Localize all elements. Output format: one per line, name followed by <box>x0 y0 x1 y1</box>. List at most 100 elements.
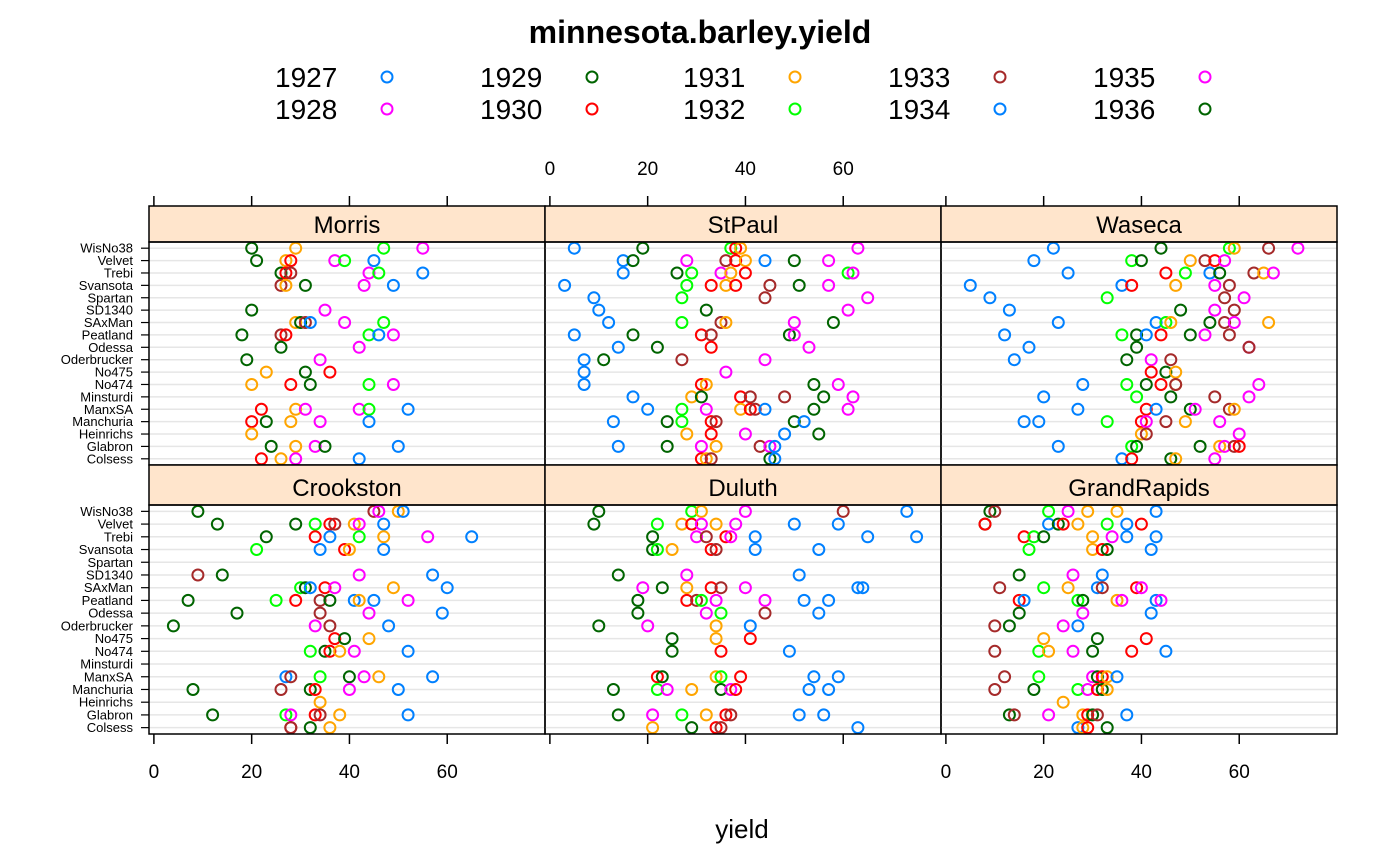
point-duluth-colsess-1933 <box>714 721 728 735</box>
point-stpaul-minsturdi-1933 <box>743 390 757 404</box>
category-label-manchuria: Manchuria <box>72 414 133 429</box>
point-grandrapids-manxsa-1932 <box>1032 670 1046 684</box>
top-tick-label: 40 <box>735 159 756 180</box>
point-morris-glabron-1929 <box>318 439 332 453</box>
point-grandrapids-no474-1930 <box>1125 644 1139 658</box>
point-morris-velvet-1928 <box>328 254 342 268</box>
point-duluth-glabron-1927 <box>792 708 806 722</box>
point-duluth-velvet-1928 <box>694 517 708 531</box>
point-crookston-saxman-1931 <box>386 581 400 595</box>
point-duluth-saxman-1929 <box>655 581 669 595</box>
point-crookston-oderbrucker-1929 <box>166 619 180 633</box>
point-crookston-glabron-1928 <box>284 708 298 722</box>
point-stpaul-no474-1930 <box>694 378 708 391</box>
point-duluth-velvet-1931 <box>675 517 689 531</box>
category-label-minsturdi: Minsturdi <box>80 657 133 672</box>
top-tick-label: 60 <box>833 159 854 180</box>
point-stpaul-manchuria-1929 <box>787 415 801 429</box>
point-grandrapids-peatland-1927 <box>1017 593 1031 607</box>
point-waseca-manxsa-1929 <box>1183 402 1197 416</box>
point-stpaul-manxsa-1932 <box>675 402 689 416</box>
point-duluth-wisno38-1931 <box>694 504 708 518</box>
point-grandrapids-peatland-1931 <box>1110 593 1124 607</box>
point-stpaul-svansota-1930 <box>729 278 743 292</box>
bottom-tick-label: 20 <box>1033 762 1054 783</box>
point-waseca-manxsa-1930 <box>1139 402 1153 416</box>
point-morris-no475-1929 <box>298 365 312 379</box>
point-crookston-manxsa-1932 <box>313 670 327 684</box>
category-label-no475: No475 <box>95 365 133 380</box>
point-crookston-no474-1931 <box>333 644 347 658</box>
legend-marker-1936 <box>1198 102 1212 116</box>
point-duluth-manxsa-1929 <box>655 670 669 684</box>
point-morris-svansota-1929 <box>298 278 312 292</box>
point-stpaul-minsturdi-1929 <box>817 390 831 404</box>
point-stpaul-glabron-1931 <box>709 439 723 453</box>
point-duluth-no474-1927 <box>782 644 796 658</box>
point-morris-trebi-1930 <box>279 266 293 280</box>
category-label-heinrichs: Heinrichs <box>79 695 134 710</box>
point-duluth-trebi-1933 <box>699 530 713 544</box>
point-duluth-svansota-1931 <box>665 543 679 556</box>
point-duluth-manchuria-1929 <box>714 683 728 696</box>
point-duluth-colsess-1929 <box>685 721 699 735</box>
point-duluth-colsess-1930 <box>709 721 723 735</box>
point-duluth-odessa-1928 <box>699 606 713 620</box>
point-morris-trebi-1932 <box>372 266 386 280</box>
point-waseca-velvet-1927 <box>1027 254 1041 268</box>
point-grandrapids-saxman-1928 <box>1134 581 1148 595</box>
point-grandrapids-trebi-1929 <box>1037 530 1051 544</box>
panel-duluth: Duluth <box>544 464 942 735</box>
point-crookston-oderbrucker-1933 <box>323 619 337 633</box>
point-waseca-svansota-1931 <box>1169 278 1183 292</box>
point-grandrapids-no474-1927 <box>1159 644 1173 658</box>
point-crookston-no475-1929 <box>338 632 352 646</box>
axes: WisNo38VelvetTrebiSvansotaSpartanSD1340S… <box>61 159 1250 783</box>
point-crookston-colsess-1931 <box>323 721 337 735</box>
point-duluth-peatland-1932 <box>694 593 708 607</box>
point-waseca-minsturdi-1927 <box>1037 390 1051 404</box>
point-waseca-oderbrucker-1933 <box>1164 353 1178 367</box>
point-duluth-svansota-1933 <box>709 543 723 556</box>
point-grandrapids-glabron-1929 <box>1086 708 1100 722</box>
panel-crookston: Crookston <box>148 464 546 735</box>
point-crookston-sd1340-1933 <box>191 568 205 582</box>
point-crookston-glabron-1932 <box>279 708 293 722</box>
point-duluth-peatland-1927 <box>797 593 811 607</box>
point-grandrapids-odessa-1929 <box>1012 606 1026 620</box>
point-grandrapids-svansota-1931 <box>1086 543 1100 556</box>
point-waseca-velvet-1928 <box>1218 254 1232 268</box>
point-morris-glabron-1927 <box>391 439 405 453</box>
point-grandrapids-glabron-1933 <box>1090 708 1104 722</box>
point-stpaul-odessa-1930 <box>704 340 718 354</box>
point-waseca-trebi-1931 <box>1257 266 1271 280</box>
point-crookston-velvet-1929 <box>210 517 224 531</box>
point-stpaul-trebi-1929 <box>670 266 684 280</box>
point-crookston-glabron-1927 <box>401 708 415 722</box>
point-stpaul-no474-1928 <box>831 378 845 391</box>
point-stpaul-odessa-1929 <box>650 340 664 354</box>
point-morris-manchuria-1928 <box>313 415 327 429</box>
category-label-svansota: Svansota <box>79 542 134 557</box>
point-grandrapids-peatland-1928 <box>1154 593 1168 607</box>
panel-waseca: Waseca <box>940 205 1338 466</box>
point-morris-trebi-1927 <box>416 266 430 280</box>
legend-label-1935: 1935 <box>1093 62 1155 93</box>
point-crookston-saxman-1932 <box>294 581 308 595</box>
point-morris-trebi-1929 <box>274 266 288 280</box>
legend-label-1929: 1929 <box>480 62 542 93</box>
point-waseca-trebi-1927 <box>1203 266 1217 280</box>
bottom-tick-label: 0 <box>941 762 952 783</box>
point-crookston-trebi-1929 <box>259 530 273 544</box>
point-grandrapids-colsess-1930 <box>1081 721 1095 735</box>
point-grandrapids-velvet-1930 <box>978 517 992 531</box>
point-stpaul-svansota-1931 <box>719 278 733 292</box>
point-grandrapids-glabron-1930 <box>1081 708 1095 722</box>
point-grandrapids-oderbrucker-1933 <box>988 619 1002 633</box>
point-stpaul-trebi-1931 <box>724 266 738 280</box>
point-waseca-saxman-1927 <box>1149 316 1163 329</box>
point-waseca-svansota-1933 <box>1222 278 1236 292</box>
point-crookston-odessa-1927 <box>435 606 449 620</box>
point-stpaul-minsturdi-1930 <box>734 390 748 404</box>
category-label-manchuria: Manchuria <box>72 682 133 697</box>
